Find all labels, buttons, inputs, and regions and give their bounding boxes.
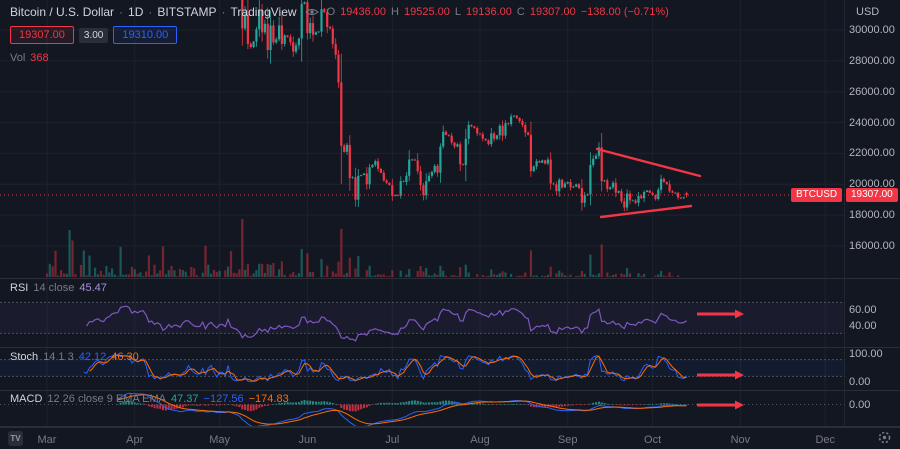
symbol-legend-row: Bitcoin / U.S. Dollar · 1D · BITSTAMP · … [10, 5, 669, 19]
price-tick-label: 26000.00 [849, 85, 895, 98]
macd-hist-value: 47.37 [171, 393, 199, 405]
price-axis[interactable] [844, 0, 900, 427]
volume-value: 368 [30, 52, 49, 64]
rsi-value: 45.47 [79, 282, 107, 294]
low-value: 19136.00 [465, 6, 512, 18]
separator: · [221, 5, 226, 19]
rsi-legend: RSI 14 close 45.47 [10, 282, 107, 294]
stoch-pane-canvas[interactable] [0, 348, 845, 390]
macd-params: 12 26 close 9 EMA EMA [47, 393, 167, 405]
price-tick-label: 18000.00 [849, 209, 895, 222]
brand-label: TradingView [230, 5, 297, 19]
price-tick-label: 28000.00 [849, 54, 895, 67]
settings-gear-icon[interactable] [877, 430, 892, 449]
month-label: May [209, 434, 231, 446]
spread-label: 3.00 [78, 27, 109, 43]
macd-legend: MACD 12 26 close 9 EMA EMA 47.37 −127.56… [10, 393, 289, 405]
pane-divider [0, 426, 900, 427]
buy-button[interactable]: 19310.00 [113, 26, 178, 44]
month-label: Aug [470, 434, 490, 446]
sell-button[interactable]: 19307.00 [10, 26, 74, 44]
stoch-d-value: 46.30 [111, 351, 139, 363]
stoch-legend: Stoch 14 1 3 42.12 46.30 [10, 351, 139, 363]
volume-label[interactable]: Vol [10, 52, 26, 64]
high-value: 19525.00 [403, 6, 450, 18]
time-axis[interactable]: Mar Apr May Jun Jul Aug Sep Oct Nov Dec [0, 427, 900, 449]
interval-label[interactable]: 1D [128, 5, 144, 19]
month-label: Jun [298, 434, 317, 446]
low-label: L [454, 6, 461, 18]
macd-signal-value: −174.83 [248, 393, 289, 405]
visibility-icon[interactable] [304, 7, 319, 17]
month-label: Sep [557, 434, 578, 446]
separator: · [119, 5, 124, 19]
high-label: H [391, 6, 399, 18]
month-label: Nov [730, 434, 751, 446]
macd-pane-canvas[interactable] [0, 391, 845, 426]
pane-divider[interactable] [0, 347, 900, 348]
rsi-pane-canvas[interactable] [0, 279, 845, 347]
close-label: C [516, 6, 525, 18]
rsi-params: 14 close [33, 282, 75, 294]
rsi-axis-label: 60.00 [849, 304, 877, 317]
stoch-params: 14 1 3 [43, 351, 74, 363]
price-tick-label: 24000.00 [849, 116, 895, 129]
stoch-title[interactable]: Stoch [10, 351, 39, 363]
quote-row: 19307.00 3.00 19310.00 [10, 26, 669, 44]
main-chart-canvas[interactable] [0, 0, 845, 278]
open-label: O [326, 6, 336, 18]
currency-toggle[interactable]: USD [856, 6, 880, 18]
month-label: Mar [37, 434, 57, 446]
month-label: Dec [815, 434, 836, 446]
tradingview-logo[interactable]: TV [8, 431, 23, 446]
macd-title[interactable]: MACD [10, 393, 43, 405]
price-tick-label: 30000.00 [849, 24, 895, 36]
open-value: 19436.00 [340, 6, 387, 18]
separator: · [148, 5, 153, 19]
price-tick-label: 16000.00 [849, 240, 895, 252]
change-value: −138.00 (−0.71%) [580, 6, 669, 18]
macd-line-value: −127.56 [203, 393, 244, 405]
close-value: 19307.00 [529, 6, 576, 18]
rsi-axis-label: 40.00 [849, 319, 877, 332]
month-label: Oct [644, 434, 662, 446]
price-tick-label: 20000.00 [849, 178, 895, 191]
symbol-badge: BTCUSD [791, 188, 843, 202]
macd-axis-label: 0.00 [849, 398, 871, 411]
chart-legend: Bitcoin / U.S. Dollar · 1D · BITSTAMP · … [10, 5, 669, 64]
month-label: Apr [126, 434, 144, 446]
stoch-k-value: 42.12 [78, 351, 107, 363]
rsi-title[interactable]: RSI [10, 282, 29, 294]
exchange-label: BITSTAMP [157, 5, 217, 19]
pane-divider[interactable] [0, 390, 900, 391]
stoch-axis-label: 100.00 [849, 348, 883, 360]
price-tick-label: 22000.00 [849, 147, 895, 160]
month-label: Jul [385, 434, 400, 446]
pane-divider[interactable] [0, 278, 900, 279]
volume-legend-row: Vol 368 [10, 52, 669, 64]
symbol-title[interactable]: Bitcoin / U.S. Dollar [10, 5, 115, 19]
last-price-badge: 19307.00 [846, 188, 898, 202]
stoch-axis-label: 0.00 [849, 376, 871, 388]
